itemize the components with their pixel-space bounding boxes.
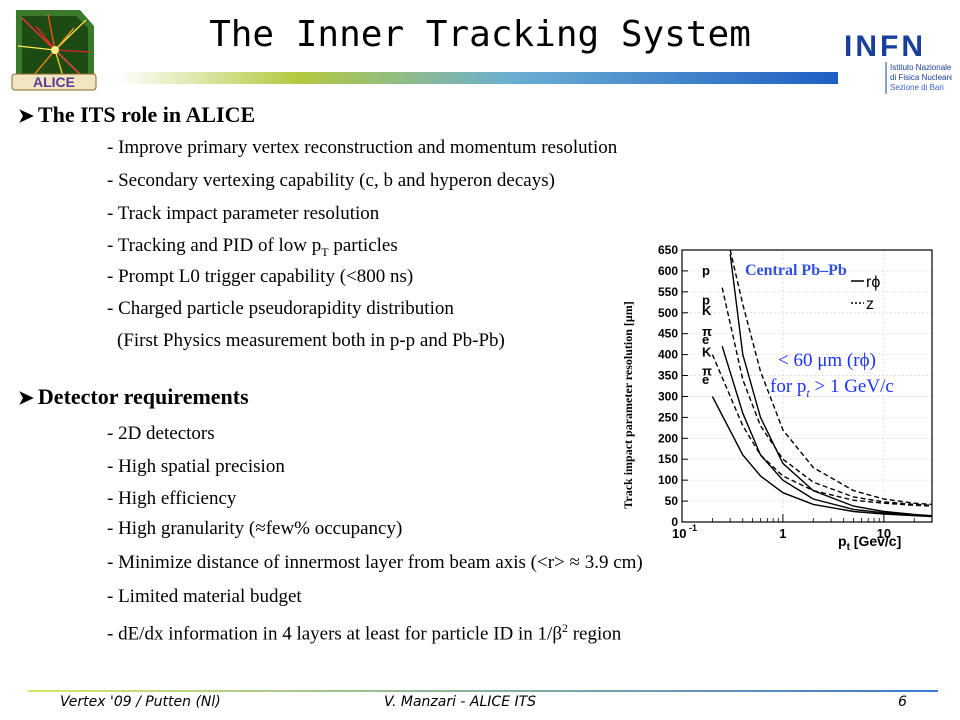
alice-logo-text: ALICE <box>33 74 75 90</box>
list-item-dedx-text: - dE/dx information in 4 layers at least… <box>107 623 562 645</box>
y-tick-label: 500 <box>658 306 678 320</box>
footer-author: V. Manzari - ALICE ITS <box>384 694 537 710</box>
note-gev: > 1 GeV/c <box>809 376 894 397</box>
note-t-sub: t <box>806 385 810 400</box>
series-rphi-curve <box>711 396 933 518</box>
infn-logo: INFN Istituto Nazionale di Fisica Nuclea… <box>844 30 952 94</box>
y-tick-label: 200 <box>658 431 678 445</box>
page-title: The Inner Tracking System <box>209 14 751 55</box>
infn-logo-text: INFN <box>844 30 926 63</box>
y-tick-label: 550 <box>658 285 678 299</box>
list-item-dedx-suffix: region <box>567 623 622 645</box>
footer-page-number: 6 <box>898 694 907 710</box>
x-axis-label: pt [Gev/c] <box>838 533 901 553</box>
list-item-dedx: - dE/dx information in 4 layers at least… <box>107 621 621 645</box>
series-z-curve <box>711 354 933 507</box>
list-item: - High spatial precision <box>107 456 285 477</box>
resolution-note: < 60 μm (rϕ) for pt > 1 GeV/c <box>770 348 894 406</box>
legend-rphi-label: rϕ <box>866 274 880 291</box>
section-detector-requirements: ➤ Detector requirements <box>18 384 249 410</box>
list-item: - Charged particle pseudorapidity distri… <box>107 298 454 319</box>
species-label: p <box>702 292 710 307</box>
list-item: - Secondary vertexing capability (c, b a… <box>107 170 555 191</box>
infn-sub1: Istituto Nazionale <box>890 63 952 72</box>
species-label: π <box>702 364 712 379</box>
y-tick-label: 150 <box>658 452 678 466</box>
x-tick-exponent: -1 <box>689 523 697 533</box>
list-item: - Limited material budget <box>107 586 302 607</box>
resolution-note-line1: < 60 μm (rϕ) <box>778 350 876 371</box>
series-z-curve <box>721 287 933 506</box>
plot-frame <box>681 249 933 523</box>
y-tick-label: 650 <box>658 243 678 257</box>
species-label: p <box>702 263 710 278</box>
x-tick-label: 1 <box>779 526 786 541</box>
list-item-pid-text: - Tracking and PID of low p <box>107 235 322 256</box>
note-for-p: for p <box>770 376 807 397</box>
y-tick-label: 100 <box>658 473 678 487</box>
y-axis-label: Track impact parameter resolution [μm] <box>621 301 635 508</box>
alice-logo: ALICE <box>11 10 97 91</box>
y-tick-label: 450 <box>658 327 678 341</box>
impact-parameter-chart: Track impact parameter resolution [μm] 6… <box>621 243 933 553</box>
series-z-curve <box>729 249 933 506</box>
beta-superscript: 2 <box>561 621 568 635</box>
list-item: (First Physics measurement both in p-p a… <box>117 330 505 351</box>
pt-subscript: T <box>321 244 329 259</box>
y-tick-label: 50 <box>665 494 679 508</box>
list-item: - High granularity (≈few% occupancy) <box>107 518 403 539</box>
y-tick-label: 400 <box>658 348 678 362</box>
arrow-bullet-icon: ➤ <box>18 106 34 127</box>
y-tick-label: 350 <box>658 369 678 383</box>
list-item-pid: - Tracking and PID of low pT particles <box>107 235 398 260</box>
x-axis-label-unit: [Gev/c] <box>850 533 901 549</box>
x-axis-label-p: p <box>838 533 847 549</box>
list-item: - High efficiency <box>107 488 237 509</box>
list-item: - Improve primary vertex reconstruction … <box>107 137 618 158</box>
y-tick-label: 250 <box>658 410 678 424</box>
section-its-role-heading: The ITS role in ALICE <box>37 102 256 127</box>
y-tick-label: 300 <box>658 389 678 403</box>
species-label: π <box>702 324 712 339</box>
y-tick-label: 600 <box>658 264 678 278</box>
infn-sub3: Sezione di Bari <box>890 83 944 92</box>
list-item: - Track impact parameter resolution <box>107 203 380 224</box>
x-tick-label: 10 <box>672 526 686 541</box>
title-rule <box>118 72 838 84</box>
footer-conference: Vertex '09 / Putten (Nl) <box>60 694 221 710</box>
list-item: - 2D detectors <box>107 423 215 444</box>
list-item: - Prompt L0 trigger capability (<800 ns) <box>107 266 414 287</box>
species-label: K <box>702 345 712 360</box>
section-detector-heading: Detector requirements <box>37 384 249 409</box>
x-tick-label: 10 <box>877 526 891 541</box>
species-label: e <box>702 372 709 387</box>
footer-rule <box>28 690 938 692</box>
list-item-pid-suffix: particles <box>328 235 398 256</box>
central-pbpb-label: Central Pb–Pb <box>745 262 847 279</box>
arrow-bullet-icon: ➤ <box>18 388 34 409</box>
list-item: - Minimize distance of innermost layer f… <box>107 552 643 573</box>
species-label: K <box>702 303 712 318</box>
section-its-role: ➤ The ITS role in ALICE <box>18 102 255 128</box>
legend-z-label: z <box>866 296 874 313</box>
y-tick-label: 0 <box>671 515 678 529</box>
infn-sub2: di Fisica Nucleare <box>890 73 952 82</box>
resolution-note-line2: for pt > 1 GeV/c <box>770 374 894 406</box>
series-rphi-curve <box>729 254 933 517</box>
species-label: e <box>702 332 709 347</box>
x-axis-label-sub: t <box>847 542 851 553</box>
